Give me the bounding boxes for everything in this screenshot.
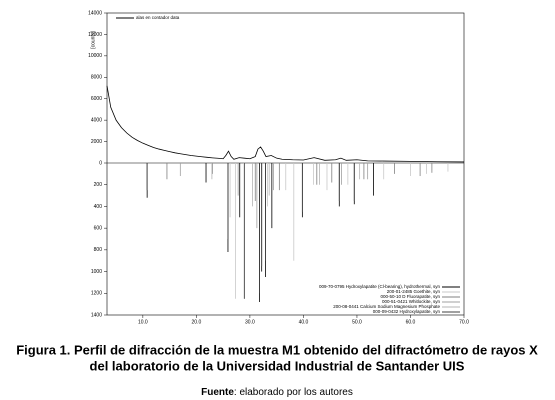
y-tick-label: 0 xyxy=(99,160,102,166)
y-tick-label: 10000 xyxy=(88,53,102,59)
y2-tick-label: 1400 xyxy=(91,312,102,318)
diffraction-line xyxy=(106,85,465,163)
x-tick-label: 40.0 xyxy=(299,319,309,325)
source-label: Fuente xyxy=(201,387,234,398)
y-tick-label: 8000 xyxy=(91,75,102,81)
y-tick-label: 2000 xyxy=(91,139,102,145)
plot-frame xyxy=(106,12,465,316)
x-tick-label: 30.0 xyxy=(245,319,255,325)
legend-label: 000-50-10 D Fluorapatite, syn xyxy=(380,294,440,299)
x-tick-label: 70.0 xyxy=(459,319,469,325)
x-tick-label: 60.0 xyxy=(406,319,416,325)
y2-tick-label: 600 xyxy=(94,225,103,231)
y2-tick-label: 1000 xyxy=(91,269,102,275)
caption-line: Figura 1. Perfil de difracción de la mue… xyxy=(16,342,538,357)
y2-tick-label: 1200 xyxy=(91,291,102,297)
legend-label: 200-01-2485 Goethite, syn xyxy=(387,289,441,294)
y-tick-label: 12000 xyxy=(88,32,102,38)
legend-label: alas en contador data xyxy=(136,15,180,20)
source-text: : elaborado por los autores xyxy=(234,387,353,398)
legend-label: 000-51-0421 Whitlockite, syn xyxy=(382,299,441,304)
legend-label: 000-09-0432 Hydroxylapatite, syn xyxy=(373,309,441,314)
x-tick-label: 20.0 xyxy=(192,319,202,325)
y2-tick-label: 200 xyxy=(94,182,103,188)
legend-label: 200-08-0441 Calcium Sodium Magnesium Pho… xyxy=(333,304,440,309)
y-tick-label: 14000 xyxy=(88,10,102,16)
source: Fuente: elaborado por los autores xyxy=(201,387,353,398)
legend-label: 009-70-0795 Hydroxylapatite (Cl-bearing)… xyxy=(319,284,441,289)
caption-line: del laboratorio de la Universidad Indust… xyxy=(90,358,465,373)
y-tick-label: 6000 xyxy=(91,96,102,102)
y2-tick-label: 800 xyxy=(94,247,103,253)
x-tick-label: 50.0 xyxy=(352,319,362,325)
y-tick-label: 4000 xyxy=(91,117,102,123)
x-tick-label: 10.0 xyxy=(138,319,148,325)
y-axis-label: [counts] xyxy=(90,31,96,49)
y2-tick-label: 400 xyxy=(94,204,103,210)
